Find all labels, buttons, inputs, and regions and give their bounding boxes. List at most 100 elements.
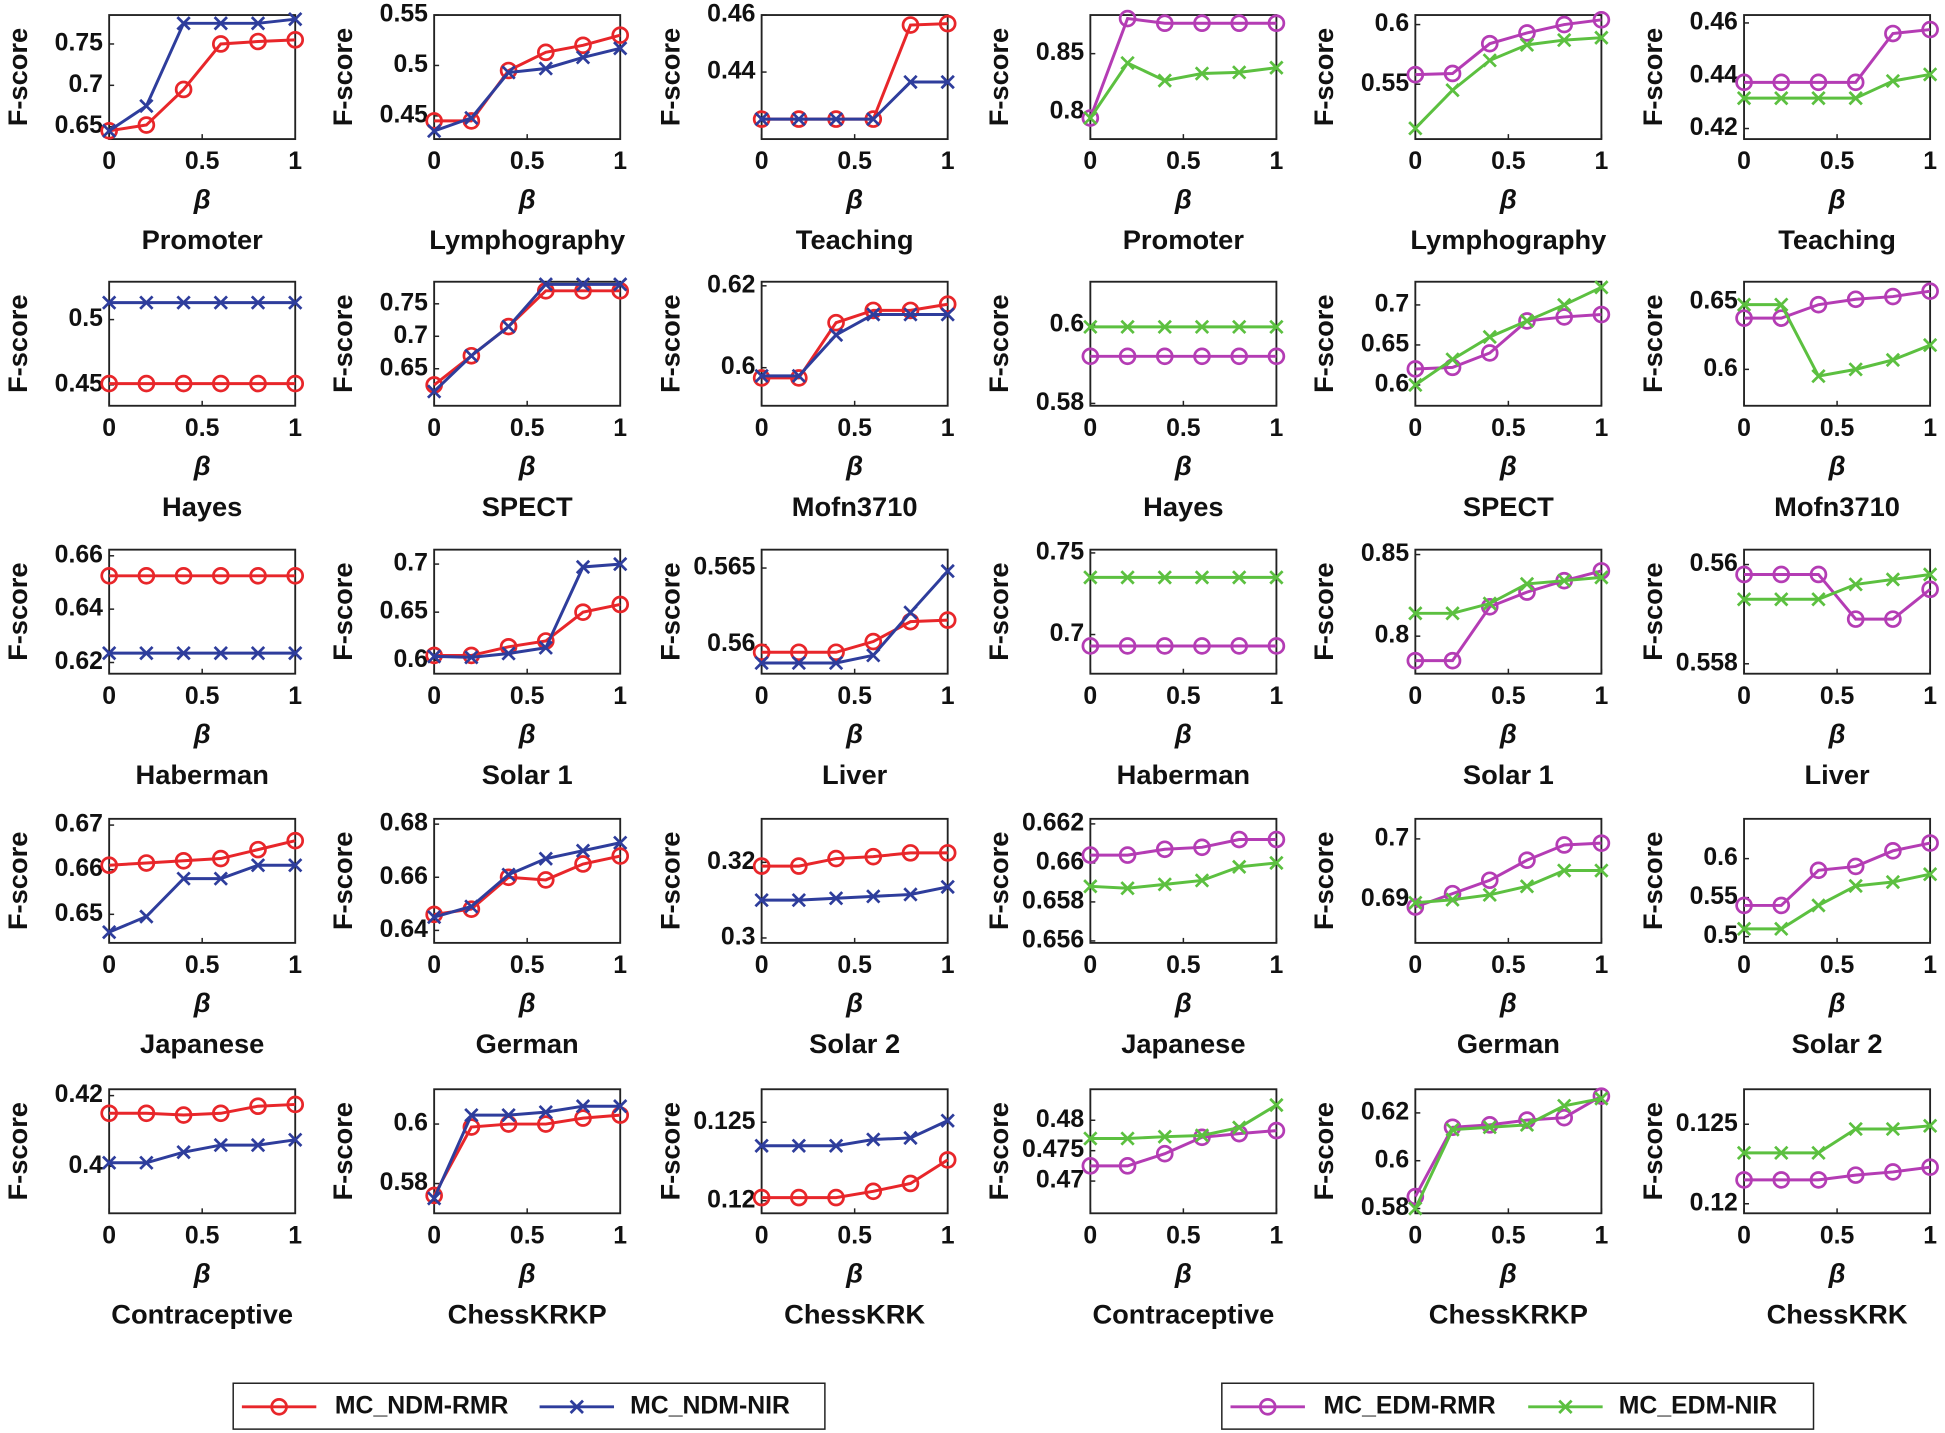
x-tick-label: 1 bbox=[1270, 1222, 1284, 1249]
marker bbox=[1193, 1128, 1211, 1147]
marker bbox=[139, 645, 154, 661]
x-tick-label: 1 bbox=[1595, 415, 1609, 442]
marker bbox=[1519, 879, 1535, 894]
y-tick-label: 0.68 bbox=[380, 810, 428, 837]
marker bbox=[1885, 572, 1901, 587]
y-tick-label: 0.64 bbox=[380, 916, 428, 943]
panel-title: SPECT bbox=[482, 491, 573, 522]
marker bbox=[1408, 895, 1423, 910]
marker bbox=[613, 556, 628, 572]
marker bbox=[101, 645, 117, 661]
y-tick-label: 0.5 bbox=[1703, 922, 1738, 949]
marker bbox=[864, 301, 883, 320]
marker bbox=[1267, 14, 1286, 33]
y-tick-label: 0.565 bbox=[693, 554, 755, 581]
series-line: MC_NDM-NIR bbox=[761, 1119, 949, 1148]
y-axis-label: F-score bbox=[1637, 294, 1668, 393]
marker bbox=[213, 16, 228, 31]
marker bbox=[501, 65, 516, 80]
marker bbox=[1406, 360, 1425, 378]
marker bbox=[426, 384, 442, 399]
marker bbox=[866, 111, 881, 127]
x-tick-label: 0 bbox=[755, 1222, 769, 1249]
marker bbox=[1482, 887, 1497, 903]
marker bbox=[1406, 898, 1425, 916]
y-tick-label: 0.66 bbox=[55, 541, 103, 568]
y-axis-label: F-score bbox=[327, 562, 358, 661]
marker bbox=[426, 909, 442, 925]
marker bbox=[1809, 295, 1828, 314]
marker bbox=[1557, 297, 1572, 313]
marker bbox=[538, 277, 553, 292]
marker bbox=[1081, 637, 1100, 655]
x-tick-label: 0.5 bbox=[185, 148, 220, 175]
x-tick-label: 1 bbox=[1270, 683, 1284, 710]
series-line: MC_NDM-NIR bbox=[432, 1104, 621, 1200]
series-line: MC_EDM-NIR bbox=[1744, 303, 1931, 378]
series-line: MC_EDM-NIR bbox=[1744, 1124, 1931, 1155]
panel-title: Teaching bbox=[1778, 224, 1896, 255]
x-tick-label: 0 bbox=[1737, 148, 1751, 175]
marker bbox=[940, 879, 955, 895]
marker bbox=[100, 856, 118, 875]
x-tick-label: 1 bbox=[941, 683, 955, 710]
x-axis-label: β bbox=[1499, 1258, 1517, 1289]
x-axis-label: β bbox=[193, 450, 211, 481]
plot-area bbox=[108, 1088, 297, 1215]
marker bbox=[1922, 867, 1938, 882]
x-tick-label: 0.5 bbox=[185, 1222, 220, 1249]
panel-title: Teaching bbox=[796, 224, 914, 255]
marker bbox=[176, 645, 191, 661]
marker bbox=[1846, 290, 1865, 309]
marker bbox=[1157, 1129, 1172, 1144]
marker bbox=[1408, 377, 1423, 393]
x-axis-label: β bbox=[1174, 987, 1192, 1018]
panel-title: Contraceptive bbox=[1092, 1298, 1274, 1329]
legend-box bbox=[1221, 1382, 1815, 1430]
x-tick-label: 0.5 bbox=[1491, 1222, 1526, 1249]
x-tick-label: 0 bbox=[1737, 952, 1751, 979]
legend-label: MC_NDM-NIR bbox=[630, 1392, 790, 1419]
y-tick-label: 0.64 bbox=[55, 595, 103, 622]
marker bbox=[1809, 565, 1828, 584]
marker bbox=[426, 649, 442, 664]
x-axis-label: β bbox=[518, 450, 536, 481]
y-tick-label: 0.5 bbox=[68, 305, 103, 332]
marker bbox=[1445, 606, 1460, 621]
marker bbox=[1558, 1399, 1573, 1414]
marker bbox=[137, 374, 156, 393]
x-tick-label: 1 bbox=[1923, 952, 1937, 979]
series-line: MC_EDM-NIR bbox=[1744, 872, 1931, 931]
marker bbox=[536, 43, 555, 62]
marker bbox=[1735, 73, 1753, 92]
panel-title: ChessKRKP bbox=[1429, 1298, 1588, 1329]
marker bbox=[754, 368, 769, 384]
y-tick-label: 0.12 bbox=[707, 1186, 755, 1213]
marker bbox=[139, 909, 154, 924]
marker bbox=[464, 110, 479, 126]
x-tick-label: 0 bbox=[1737, 683, 1751, 710]
x-tick-label: 0.5 bbox=[837, 952, 872, 979]
y-tick-label: 0.65 bbox=[1361, 330, 1409, 357]
marker bbox=[211, 374, 230, 393]
marker bbox=[754, 1138, 769, 1153]
x-tick-label: 0.5 bbox=[1820, 683, 1855, 710]
panel-title: Lymphography bbox=[1410, 224, 1607, 255]
marker bbox=[903, 887, 918, 902]
marker bbox=[176, 295, 191, 310]
x-tick-label: 0 bbox=[1408, 148, 1422, 175]
marker bbox=[1081, 846, 1100, 864]
marker bbox=[1885, 874, 1901, 890]
panel-title: Hayes bbox=[162, 491, 242, 522]
marker bbox=[501, 319, 516, 334]
marker bbox=[1774, 592, 1789, 607]
y-tick-label: 0.75 bbox=[1036, 538, 1084, 565]
marker bbox=[613, 1099, 628, 1114]
panel-title: German bbox=[1457, 1028, 1560, 1059]
x-axis-label: β bbox=[518, 1258, 536, 1289]
marker bbox=[611, 847, 630, 865]
marker bbox=[213, 1137, 228, 1153]
x-axis-label: β bbox=[1499, 987, 1517, 1018]
plot-area bbox=[1089, 548, 1278, 675]
marker bbox=[1921, 1158, 1939, 1176]
